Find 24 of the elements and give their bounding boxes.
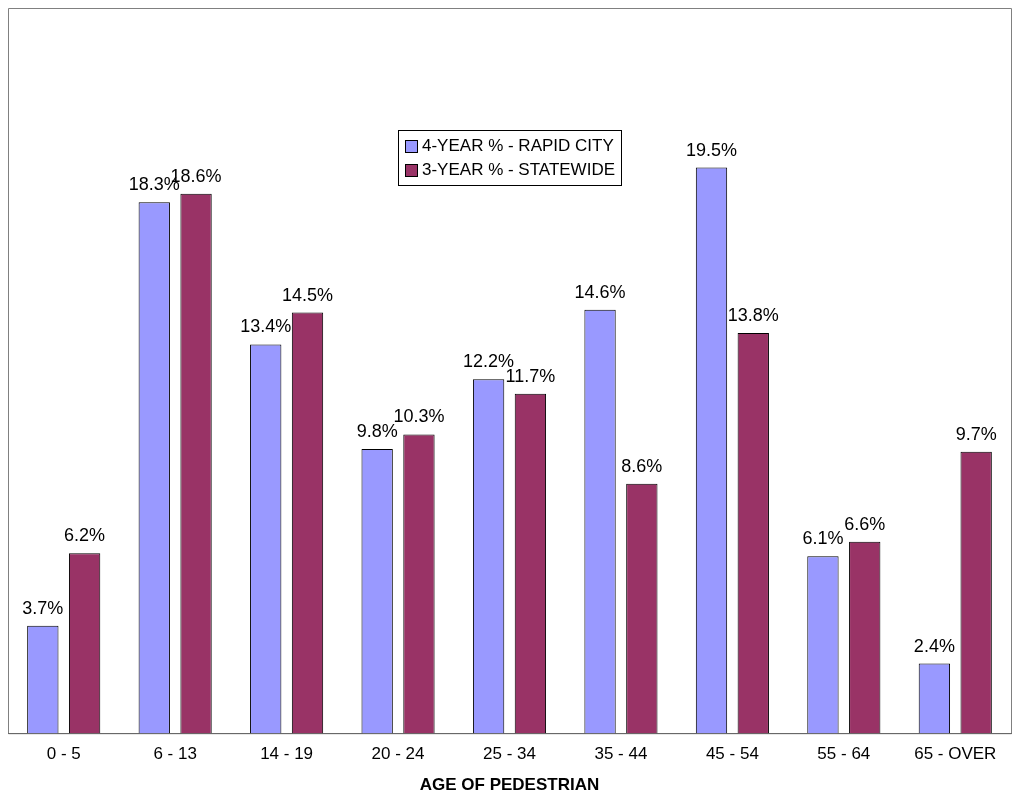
x-axis-title: AGE OF PEDESTRIAN: [419, 775, 600, 795]
data-label: 9.7%: [955, 423, 997, 444]
data-label: 8.6%: [621, 455, 663, 476]
x-tick-label: 14 - 19: [260, 744, 314, 764]
data-label: 2.4%: [913, 635, 955, 656]
legend-label: 3-YEAR % - STATEWIDE: [422, 159, 616, 181]
data-label: 19.5%: [685, 139, 738, 160]
x-tick-label: 20 - 24: [371, 744, 425, 764]
data-label: 6.6%: [844, 513, 886, 534]
data-label: 6.2%: [64, 525, 106, 546]
x-tick-label: 0 - 5: [46, 744, 81, 764]
data-label: 6.1%: [802, 528, 844, 549]
x-tick-label: 35 - 44: [594, 744, 648, 764]
x-tick-label: 6 - 13: [153, 744, 197, 764]
x-tick-label: 45 - 54: [705, 744, 759, 764]
data-label: 13.8%: [727, 304, 779, 325]
data-label: 3.7%: [22, 597, 64, 618]
x-tick-label: 55 - 64: [817, 744, 871, 764]
data-label: 14.5%: [281, 284, 334, 305]
x-tick-label: 65 - OVER: [914, 744, 997, 764]
data-label: 13.4%: [240, 316, 292, 337]
legend-label: 4-YEAR % - RAPID CITY: [422, 135, 614, 157]
x-tick-label: 25 - 34: [483, 744, 536, 764]
data-label: 14.6%: [574, 281, 626, 302]
